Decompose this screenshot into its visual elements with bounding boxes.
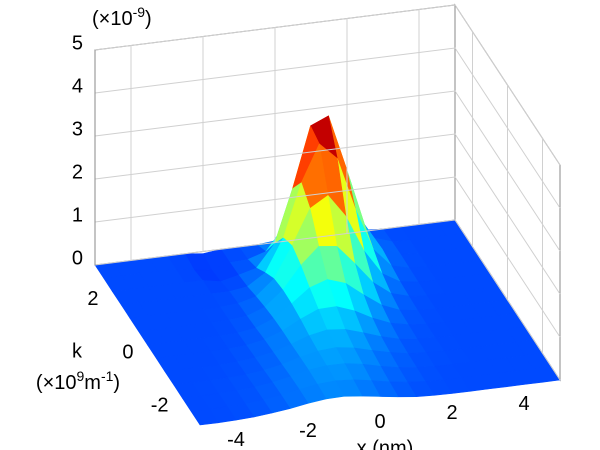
y-unit-exponent: 9 [77,368,85,384]
z-unit-close: ) [145,8,152,30]
x-tick-label: 4 [518,393,529,415]
y-axis-label: k [72,340,83,362]
x-tick-label: 0 [374,411,385,433]
z-tick-label: 0 [72,247,83,269]
z-unit-base: (×10 [92,8,133,30]
y-tick-label: 0 [122,341,133,363]
z-tick-label: 3 [72,118,83,140]
y-tick-label: 2 [87,288,98,310]
y-unit: (×109m-1) [36,368,120,395]
grid-line [94,219,561,381]
x-tick-label: -4 [227,429,245,450]
y-unit-meter: m [84,372,101,394]
z-tick-label: 1 [72,204,83,226]
z-tick-label: 2 [72,161,83,183]
y-unit-close: ) [113,372,120,394]
x-axis-label: x (nm) [357,437,414,450]
y-unit-exponent2: -1 [101,368,114,384]
x-tick-label: -2 [299,420,317,442]
grid-line [94,133,561,295]
y-tick-label: -2 [151,395,169,417]
z-tick-label: 4 [72,75,83,97]
x-tick-label: 2 [446,402,457,424]
grid-line [94,4,561,166]
surface-cell [191,409,219,426]
y-unit-base: (×10 [36,372,77,394]
grid-line [94,176,561,338]
z-unit-exponent: -9 [133,4,146,20]
z-tick-label: 5 [72,32,83,54]
grid-line [94,47,561,209]
z-unit: (×10-9) [92,4,152,31]
grid-line [94,90,561,252]
